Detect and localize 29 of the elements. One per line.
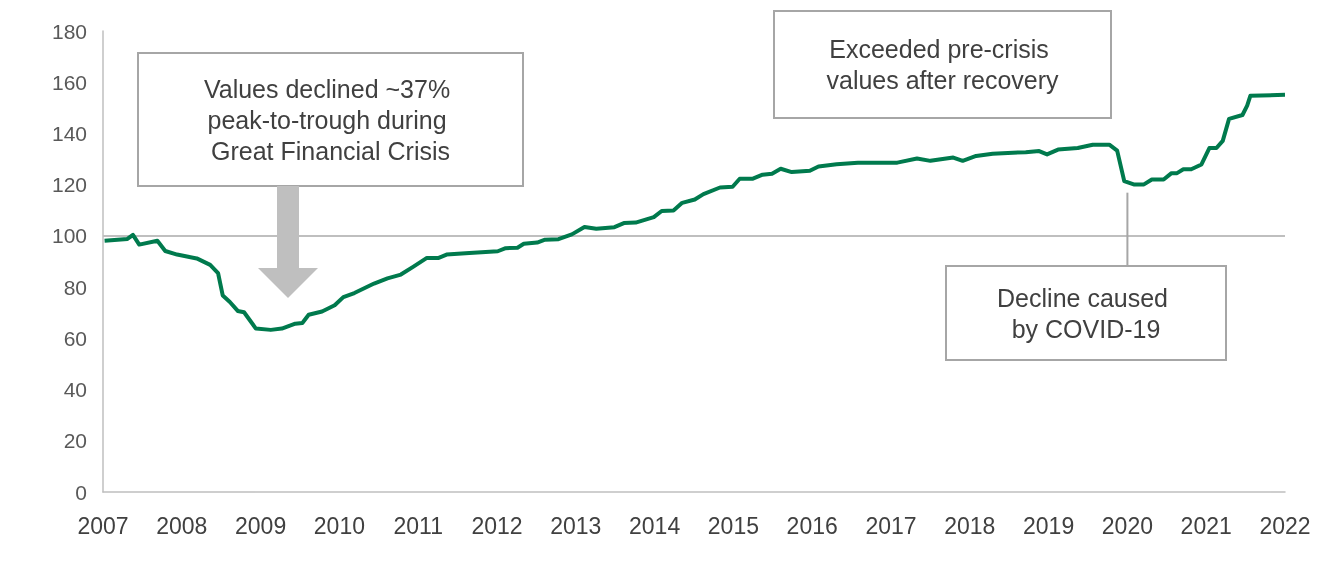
x-tick-label: 2008 — [156, 512, 208, 539]
y-tick-label: 160 — [51, 70, 87, 94]
annotation: Exceeded pre-crisis values after recovery — [826, 35, 1060, 94]
y-tick-label: 80 — [63, 275, 87, 299]
y-tick-label: 100 — [51, 224, 87, 248]
x-tick-label: 2007 — [77, 512, 129, 539]
x-tick-label: 2019 — [1023, 512, 1075, 539]
x-tick-label: 2020 — [1101, 512, 1153, 539]
annotation: Decline caused by COVID-19 — [997, 283, 1175, 343]
y-tick-label: 120 — [51, 173, 87, 197]
x-tick-label: 2018 — [944, 512, 996, 539]
y-tick-label: 60 — [63, 326, 87, 350]
x-tick-label: 2009 — [235, 512, 287, 539]
x-tick-label: 2010 — [313, 512, 365, 539]
x-tick-label: 2021 — [1180, 512, 1232, 539]
x-tick-label: 2022 — [1259, 512, 1311, 539]
x-tick-label: 2013 — [550, 512, 602, 539]
x-tick-label: 2014 — [629, 512, 681, 539]
x-tick-label: 2017 — [865, 512, 917, 539]
y-tick-label: 40 — [63, 378, 87, 402]
x-tick-label: 2016 — [786, 512, 838, 539]
x-tick-label: 2012 — [471, 512, 523, 539]
annotation: Values declined ~37% peak-to-trough during Great Financial Crisis — [203, 74, 458, 165]
y-tick-label: 180 — [51, 19, 87, 43]
x-tick-label: 2015 — [707, 512, 759, 539]
y-tick-label: 20 — [63, 429, 87, 453]
y-tick-label: 140 — [51, 121, 87, 145]
y-tick-label: 0 — [75, 480, 87, 504]
x-tick-label: 2011 — [393, 512, 443, 539]
